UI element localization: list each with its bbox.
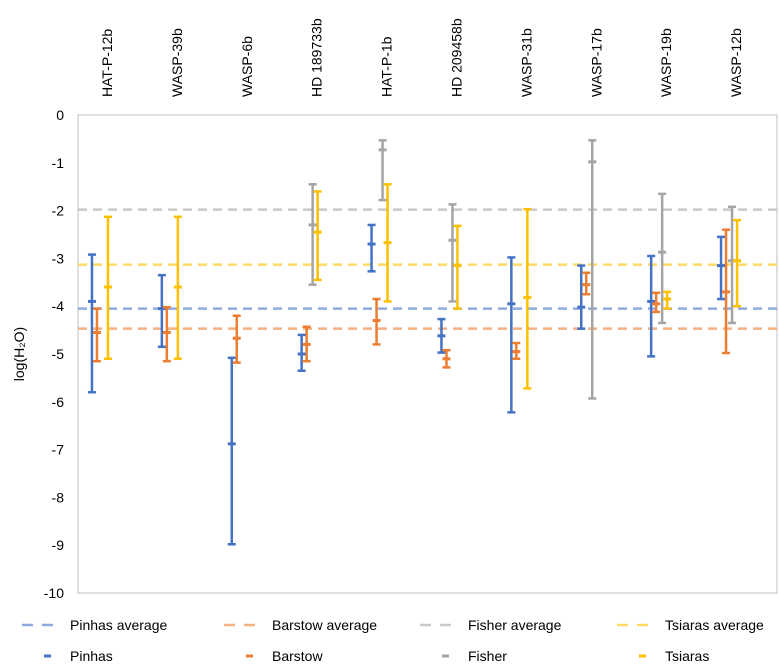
- y-tick-label: -1: [52, 155, 65, 171]
- legend-label: Pinhas average: [70, 617, 168, 633]
- y-tick-label: -6: [52, 394, 65, 410]
- error-bar: [297, 333, 306, 372]
- error-bar: [733, 218, 742, 308]
- error-bar: [512, 341, 521, 361]
- error-bar: [383, 183, 392, 303]
- error-bar: [523, 207, 532, 390]
- legend-label: Fisher: [468, 648, 507, 664]
- category-label: WASP-31b: [518, 28, 534, 97]
- error-bar: [658, 192, 667, 325]
- error-bar: [437, 317, 446, 354]
- error-bar: [448, 203, 457, 303]
- error-bar: [647, 254, 656, 358]
- error-bar: [507, 256, 516, 414]
- y-tick-label: -5: [52, 346, 65, 362]
- category-label: WASP-12b: [728, 28, 744, 97]
- y-tick-label: -10: [44, 585, 64, 601]
- error-bar: [308, 183, 317, 286]
- legend-label: Fisher average: [468, 617, 562, 633]
- error-bar: [442, 348, 451, 369]
- category-label: WASP-6b: [239, 36, 255, 97]
- error-bar: [313, 190, 322, 282]
- y-tick-label: -3: [52, 250, 65, 266]
- category-label: HAT-P-1b: [379, 36, 395, 97]
- error-bar: [372, 297, 381, 346]
- error-bar: [588, 139, 597, 400]
- y-tick-label: -7: [52, 442, 65, 458]
- error-bar: [453, 224, 462, 310]
- error-bar: [232, 314, 241, 364]
- legend-label: Tsiaras: [665, 648, 709, 664]
- category-label: WASP-39b: [169, 28, 185, 97]
- y-axis-ticks: 0 -1 -2 -3 -4 -5 -6 -7 -8 -9 -10: [44, 107, 64, 601]
- legend-label: Barstow: [272, 648, 323, 664]
- error-bar: [722, 228, 731, 355]
- error-bar: [162, 305, 171, 363]
- category-label: HAT-P-12b: [99, 29, 115, 97]
- average-lines: [78, 208, 777, 330]
- error-bar: [173, 215, 182, 361]
- legend-label: Tsiaras average: [665, 617, 764, 633]
- error-bar: [92, 307, 101, 363]
- y-axis-label: log(H₂O): [11, 327, 27, 381]
- error-bar: [87, 253, 96, 394]
- error-bar: [302, 325, 311, 363]
- category-label: HD 209458b: [448, 18, 464, 97]
- category-label: WASP-19b: [658, 28, 674, 97]
- category-labels: HAT-P-12b WASP-39b WASP-6b HD 189733b HAT-P-…: [99, 18, 744, 97]
- category-label: WASP-17b: [588, 28, 604, 97]
- error-bar: [652, 291, 661, 314]
- error-bar: [577, 264, 586, 330]
- error-bar: [227, 356, 236, 546]
- y-tick-label: -4: [52, 298, 65, 314]
- y-tick-label: -2: [52, 203, 65, 219]
- y-tick-label: -9: [52, 537, 65, 553]
- error-bar: [367, 223, 376, 273]
- y-tick-label: 0: [56, 107, 64, 123]
- error-bar: [582, 271, 591, 296]
- error-bar: [103, 215, 112, 361]
- legend-label: Pinhas: [70, 648, 113, 664]
- error-bar: [378, 139, 387, 202]
- error-bar: [157, 273, 166, 349]
- plot-border: [77, 114, 778, 594]
- category-label: HD 189733b: [309, 18, 325, 97]
- error-bar: [728, 205, 737, 325]
- legend-label: Barstow average: [272, 617, 377, 633]
- error-bar: [663, 290, 672, 310]
- error-bars: [87, 139, 742, 546]
- plot-area: [77, 114, 778, 594]
- y-tick-label: -8: [52, 489, 65, 505]
- legend: Pinhas average Barstow average Fisher aver…: [22, 617, 764, 664]
- error-bar: [717, 235, 726, 301]
